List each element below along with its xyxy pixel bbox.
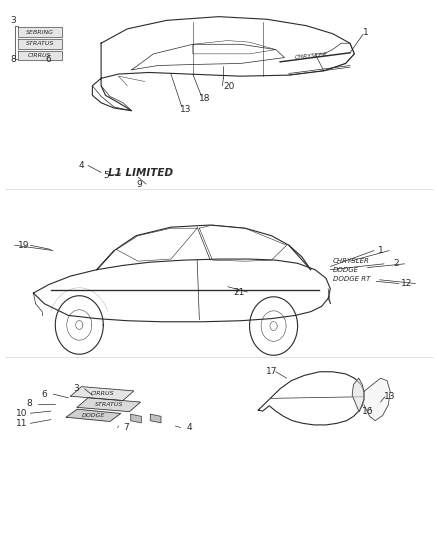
Text: CHRYSLER: CHRYSLER: [332, 258, 369, 264]
Text: 7: 7: [124, 423, 129, 432]
Text: 6: 6: [46, 55, 52, 63]
Text: 4: 4: [187, 423, 192, 432]
Text: 8: 8: [26, 399, 32, 408]
Polygon shape: [131, 414, 141, 423]
Polygon shape: [77, 398, 141, 411]
Text: 2: 2: [393, 260, 399, 268]
Text: 16: 16: [362, 407, 373, 416]
Text: L1 LIMITED: L1 LIMITED: [108, 168, 173, 179]
Text: 17: 17: [265, 367, 277, 376]
Polygon shape: [71, 386, 134, 400]
Text: 9: 9: [137, 180, 142, 189]
Text: 8: 8: [10, 55, 16, 63]
Text: 20: 20: [223, 82, 234, 91]
Text: 6: 6: [42, 390, 47, 399]
Text: DODGE: DODGE: [332, 267, 359, 273]
Text: 11: 11: [16, 419, 28, 428]
Text: 18: 18: [199, 94, 211, 103]
Text: DODGE RT: DODGE RT: [332, 276, 370, 282]
Text: 12: 12: [401, 279, 413, 288]
Polygon shape: [352, 378, 364, 411]
Text: SEBRING: SEBRING: [26, 29, 54, 35]
Text: 21: 21: [233, 287, 244, 296]
Text: 10: 10: [16, 409, 28, 418]
Polygon shape: [364, 378, 390, 421]
Text: 3: 3: [10, 16, 16, 25]
Polygon shape: [18, 27, 62, 37]
Text: 4: 4: [79, 161, 84, 170]
Text: 13: 13: [180, 104, 191, 114]
Text: CIRRUS: CIRRUS: [90, 391, 114, 396]
Text: STRATUS: STRATUS: [95, 402, 123, 407]
Polygon shape: [150, 414, 161, 423]
Text: CIRRUS: CIRRUS: [28, 53, 52, 58]
Polygon shape: [18, 51, 62, 60]
Text: 19: 19: [18, 241, 29, 250]
Text: 3: 3: [73, 384, 79, 393]
Text: CHRYSLER: CHRYSLER: [294, 53, 328, 60]
Text: 1: 1: [378, 246, 383, 255]
Text: 1: 1: [363, 28, 369, 37]
Polygon shape: [66, 409, 121, 422]
Text: DODGE: DODGE: [82, 413, 105, 418]
Polygon shape: [18, 39, 62, 49]
Text: STRATUS: STRATUS: [26, 41, 54, 46]
Text: 5: 5: [103, 171, 109, 180]
Text: 13: 13: [384, 392, 395, 401]
